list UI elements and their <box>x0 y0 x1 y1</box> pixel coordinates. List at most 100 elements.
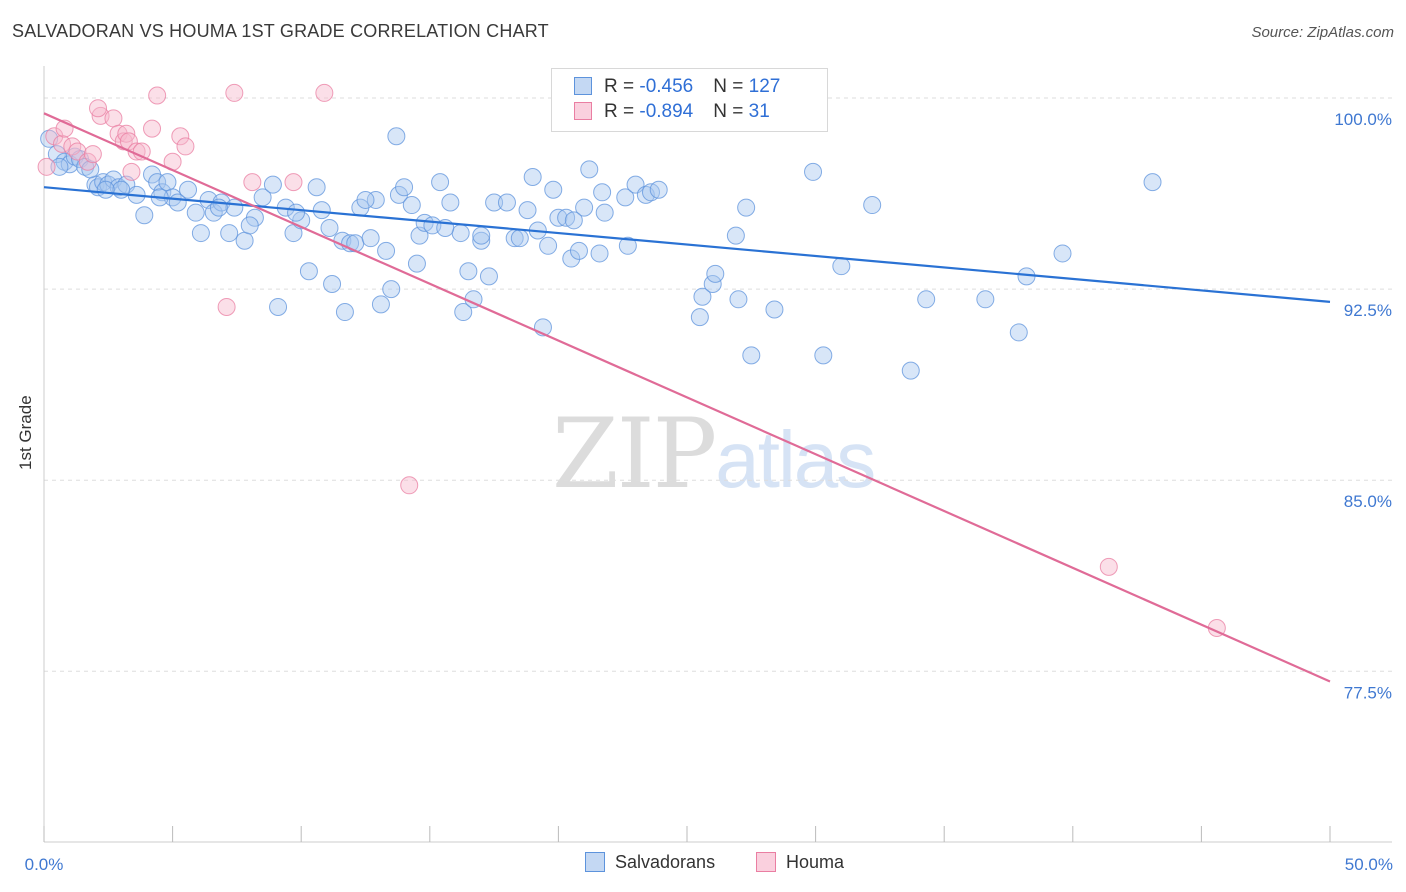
salvadoran-point <box>366 190 385 209</box>
salvadoran-point <box>235 231 254 250</box>
salvadoran-point <box>269 297 288 316</box>
salvadoran-point <box>485 193 504 212</box>
salvadoran-point <box>472 231 491 250</box>
salvadoran-point <box>361 229 380 248</box>
salvadoran-trend-line <box>43 186 1331 303</box>
legend-r-value: -0.456 <box>639 76 694 97</box>
houma-point <box>45 127 64 146</box>
salvadoran-point <box>312 201 331 220</box>
houma-point <box>122 162 141 181</box>
salvadoran-point <box>323 275 342 294</box>
salvadoran-point <box>96 180 115 199</box>
salvadoran-point <box>510 229 529 248</box>
houma-point <box>143 119 162 138</box>
houma-point <box>83 145 102 164</box>
salvadoran-point <box>618 236 637 255</box>
houma-point <box>37 157 56 176</box>
houma-point <box>171 127 190 146</box>
salvadoran-point <box>593 183 612 202</box>
salvadoran-point <box>479 267 498 286</box>
salvadoran-point <box>307 178 326 197</box>
salvadoran-point <box>804 162 823 181</box>
salvadoran-point <box>549 208 568 227</box>
salvadoran-point <box>580 160 599 179</box>
salvadoran-point <box>706 264 725 283</box>
houma-point <box>284 173 303 192</box>
salvadoran-point <box>454 303 473 322</box>
salvadoran-point <box>590 244 609 263</box>
salvadoran-point <box>441 193 460 212</box>
salvadoran-point <box>1009 323 1028 342</box>
houma-point <box>1099 557 1118 576</box>
y-tick-label: 85.0% <box>1344 492 1392 511</box>
salvadoran-point <box>335 303 354 322</box>
salvadoran-point <box>407 254 426 273</box>
salvadoran-point <box>518 201 537 220</box>
salvadoran-point <box>225 198 244 217</box>
salvadoran-point <box>616 188 635 207</box>
salvadoran-point <box>742 346 761 365</box>
salvadoran-point <box>191 224 210 243</box>
legend-row-salvadorans: R = -0.456 N = 127 <box>574 76 780 100</box>
salvadoran-point <box>703 275 722 294</box>
salvadoran-point <box>693 287 712 306</box>
houma-point <box>176 137 195 156</box>
salvadoran-point <box>562 249 581 268</box>
salvadoran-point <box>356 190 375 209</box>
y-tick-label: 92.5% <box>1344 301 1392 320</box>
salvadoran-point <box>50 157 69 176</box>
salvadoran-point <box>497 193 516 212</box>
salvadoran-point <box>765 300 784 319</box>
legend-r-value: -0.894 <box>639 101 694 122</box>
houma-point <box>148 86 167 105</box>
salvadoran-point <box>539 236 558 255</box>
salvadoran-point <box>299 262 318 281</box>
salvadoran-point <box>901 361 920 380</box>
houma-trend-line <box>43 112 1331 683</box>
salvadoran-point <box>575 198 594 217</box>
x-tick-label: 0.0% <box>25 855 64 874</box>
houma-point <box>217 297 236 316</box>
salvadoran-point <box>158 173 177 192</box>
salvadoran-point <box>729 290 748 309</box>
salvadoran-point <box>1143 173 1162 192</box>
legend-n-value: 31 <box>748 101 770 122</box>
legend-swatch-houma <box>574 102 592 120</box>
x-tick-label: 50.0% <box>1345 855 1393 874</box>
salvadoran-point <box>402 196 421 215</box>
stats-legend: R = -0.456 N = 127 R = -0.894 N = 31 <box>551 68 828 132</box>
houma-point <box>104 109 123 128</box>
salvadoran-point <box>287 203 306 222</box>
legend-r-label: R = <box>604 101 640 122</box>
houma-point <box>89 99 108 118</box>
legend-swatch-salvadorans <box>585 852 605 872</box>
houma-point <box>400 476 419 495</box>
bottom-legend-houma: Houma <box>756 852 844 873</box>
salvadoran-point <box>431 173 450 192</box>
salvadoran-point <box>917 290 936 309</box>
y-tick-label: 77.5% <box>1344 683 1392 702</box>
trend-lines <box>43 112 1331 683</box>
salvadoran-point <box>595 203 614 222</box>
salvadoran-point <box>649 180 668 199</box>
houma-point <box>315 83 334 102</box>
y-tick-label: 100.0% <box>1334 110 1392 129</box>
bottom-legend-salvadorans: Salvadorans <box>585 852 715 873</box>
houma-point <box>63 137 82 156</box>
y-axis-label: 1st Grade <box>16 395 35 470</box>
salvadoran-point <box>240 216 259 235</box>
legend-swatch-houma <box>756 852 776 872</box>
legend-n-label: N = <box>713 101 749 122</box>
salvadoran-point <box>863 196 882 215</box>
legend-swatch-salvadorans <box>574 77 592 95</box>
legend-n-label: N = <box>713 76 749 97</box>
salvadoran-point <box>387 127 406 146</box>
axes <box>43 66 1392 843</box>
houma-point <box>53 134 72 153</box>
salvadoran-point <box>814 346 833 365</box>
salvadoran-point <box>726 226 745 245</box>
salvadoran-point <box>263 175 282 194</box>
salvadoran-point <box>179 180 198 199</box>
legend-row-houma: R = -0.894 N = 31 <box>574 101 780 125</box>
salvadoran-point <box>569 241 588 260</box>
